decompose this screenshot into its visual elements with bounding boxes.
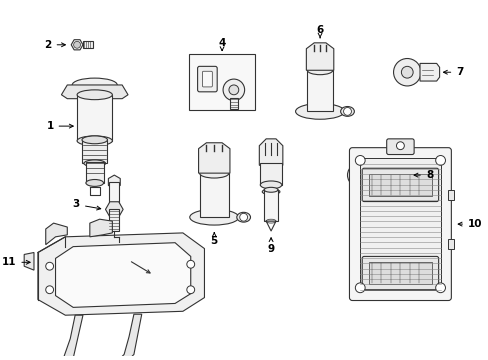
Bar <box>368 174 431 196</box>
Polygon shape <box>305 43 333 70</box>
FancyBboxPatch shape <box>386 139 413 154</box>
Polygon shape <box>46 223 67 245</box>
Text: 4: 4 <box>218 38 225 48</box>
Bar <box>264 190 277 221</box>
Polygon shape <box>116 314 142 360</box>
Circle shape <box>223 79 244 101</box>
Ellipse shape <box>199 168 228 178</box>
Ellipse shape <box>361 169 376 181</box>
Ellipse shape <box>236 212 250 222</box>
Polygon shape <box>419 63 439 81</box>
Text: 11: 11 <box>2 257 30 267</box>
Bar <box>368 262 431 284</box>
Polygon shape <box>56 243 190 307</box>
Text: 1: 1 <box>46 121 73 131</box>
FancyBboxPatch shape <box>362 168 438 202</box>
Ellipse shape <box>340 107 354 116</box>
Ellipse shape <box>77 90 112 100</box>
Text: 6: 6 <box>316 25 323 35</box>
Polygon shape <box>259 139 282 165</box>
Text: 5: 5 <box>210 236 218 246</box>
Circle shape <box>396 142 404 150</box>
FancyBboxPatch shape <box>202 71 212 87</box>
Bar <box>82 140 107 163</box>
Ellipse shape <box>189 210 238 225</box>
Circle shape <box>393 59 420 86</box>
Polygon shape <box>61 85 128 99</box>
Ellipse shape <box>72 78 117 92</box>
Circle shape <box>186 260 194 268</box>
Bar <box>86 162 103 183</box>
Text: 7: 7 <box>443 67 463 77</box>
Bar <box>109 182 119 204</box>
Ellipse shape <box>265 219 275 223</box>
FancyBboxPatch shape <box>197 66 217 92</box>
Polygon shape <box>38 233 204 315</box>
Text: 10: 10 <box>457 219 482 229</box>
Bar <box>229 98 237 109</box>
Circle shape <box>435 156 445 165</box>
Bar <box>306 70 332 111</box>
Circle shape <box>228 85 238 95</box>
Circle shape <box>239 213 247 221</box>
Circle shape <box>186 286 194 294</box>
Polygon shape <box>24 252 34 270</box>
Ellipse shape <box>306 66 332 75</box>
Circle shape <box>355 156 365 165</box>
Polygon shape <box>58 315 83 360</box>
Bar <box>199 173 228 217</box>
Text: 8: 8 <box>413 170 432 180</box>
Circle shape <box>401 66 412 78</box>
Polygon shape <box>388 165 409 185</box>
Text: 9: 9 <box>267 244 274 253</box>
Ellipse shape <box>84 160 105 167</box>
Bar <box>83 41 93 48</box>
Ellipse shape <box>295 104 344 119</box>
Text: 2: 2 <box>44 40 65 50</box>
FancyBboxPatch shape <box>349 148 450 301</box>
Bar <box>260 163 281 185</box>
Circle shape <box>46 262 54 270</box>
Circle shape <box>343 108 351 115</box>
Circle shape <box>355 283 365 293</box>
Ellipse shape <box>356 165 381 185</box>
Polygon shape <box>198 143 229 173</box>
Ellipse shape <box>77 136 112 146</box>
Ellipse shape <box>264 187 277 192</box>
Bar <box>447 239 453 249</box>
Bar <box>77 95 112 141</box>
Circle shape <box>46 286 54 294</box>
Bar <box>188 54 255 111</box>
Bar <box>447 190 453 199</box>
Ellipse shape <box>86 180 103 186</box>
FancyBboxPatch shape <box>362 256 438 290</box>
Circle shape <box>74 41 81 48</box>
Polygon shape <box>90 219 112 237</box>
Text: 3: 3 <box>73 199 101 210</box>
Ellipse shape <box>82 136 107 144</box>
Ellipse shape <box>262 189 279 195</box>
Bar <box>360 158 440 290</box>
Circle shape <box>435 283 445 293</box>
Ellipse shape <box>260 181 281 189</box>
Ellipse shape <box>347 159 390 191</box>
Bar <box>109 210 119 231</box>
